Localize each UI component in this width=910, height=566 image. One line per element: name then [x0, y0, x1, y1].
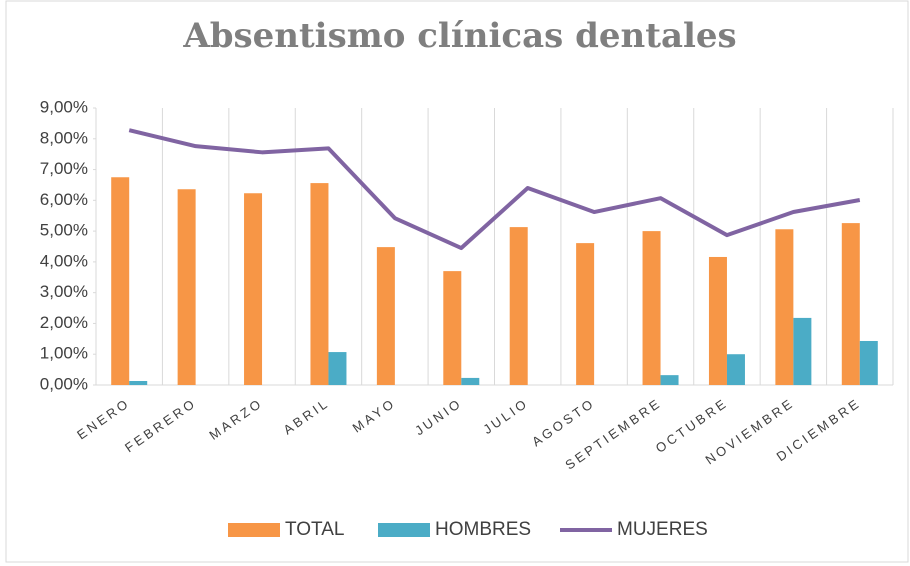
bar	[793, 317, 812, 385]
bar	[111, 177, 130, 385]
y-tick-label: 4,00%	[40, 251, 88, 270]
bar	[660, 375, 679, 385]
bar	[576, 243, 595, 385]
bar	[244, 193, 263, 385]
bar	[443, 271, 462, 385]
chart-title: Absentismo clínicas dentales	[182, 16, 736, 56]
bar	[775, 229, 794, 385]
y-tick-label: 2,00%	[40, 313, 88, 332]
legend-label: TOTAL	[285, 519, 344, 540]
legend-label: HOMBRES	[435, 519, 531, 540]
y-tick-label: 6,00%	[40, 190, 88, 209]
bar	[461, 377, 480, 385]
bar	[841, 223, 860, 385]
bar	[177, 189, 196, 385]
legend-swatch	[378, 523, 430, 537]
bar	[328, 352, 347, 385]
bar	[310, 183, 329, 385]
y-tick-label: 0,00%	[40, 374, 88, 393]
y-tick-label: 8,00%	[40, 128, 88, 147]
line	[128, 128, 861, 251]
y-tick-label: 9,00%	[40, 97, 88, 116]
bar	[859, 340, 878, 385]
bar	[376, 247, 395, 385]
bar	[708, 256, 727, 385]
y-tick-label: 1,00%	[40, 344, 88, 363]
bar	[509, 227, 528, 385]
bar	[129, 380, 148, 385]
bar	[726, 354, 745, 385]
bar	[642, 231, 661, 385]
y-tick-label: 5,00%	[40, 221, 88, 240]
y-tick-label: 3,00%	[40, 282, 88, 301]
y-tick-label: 7,00%	[40, 159, 88, 178]
legend-label: MUJERES	[617, 519, 708, 540]
legend-swatch	[228, 523, 280, 537]
